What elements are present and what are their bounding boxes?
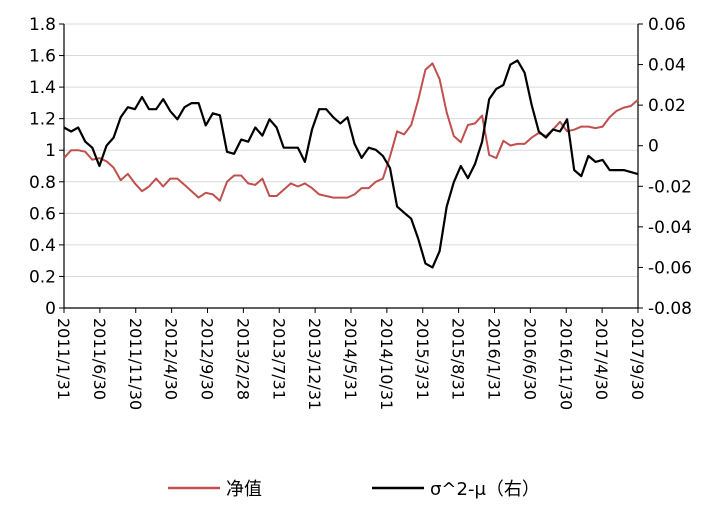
left-tick-label: 0.4 [29,236,56,256]
right-tick-label: -0.08 [648,299,692,319]
right-tick-label: -0.04 [648,218,692,238]
left-tick-label: 0.8 [29,173,56,193]
x-tick-label: 2011/11/30 [126,318,145,410]
x-tick-label: 2011/6/30 [90,318,109,400]
x-tick-label: 2014/10/31 [377,318,396,410]
x-tick-label: 2017/4/30 [592,318,611,400]
left-tick-label: 0 [45,299,56,319]
x-tick-label: 2013/7/31 [269,318,288,400]
right-tick-label: 0 [648,137,659,157]
x-tick-label: 2016/11/30 [556,318,575,410]
x-tick-label: 2016/1/31 [485,318,504,400]
x-tick-label: 2016/6/30 [520,318,539,400]
x-tick-label: 2012/4/30 [162,318,181,400]
x-tick-label: 2015/8/31 [449,318,468,400]
x-tick-label: 2017/9/30 [628,318,647,400]
legend-label-1: 净值 [226,479,262,500]
right-tick-label: 0.02 [648,96,686,116]
right-tick-label: 0.04 [648,56,686,76]
left-tick-label: 1 [45,141,56,161]
left-tick-label: 1.8 [29,15,56,35]
legend-label-2: σ^2-μ（右） [430,479,540,500]
x-tick-label: 2014/5/31 [341,318,360,400]
left-tick-label: 0.2 [29,267,56,287]
left-tick-label: 1.4 [29,78,56,98]
series-line-2 [63,59,639,269]
x-tick-label: 2013/2/28 [233,318,252,400]
right-tick-label: -0.06 [648,258,692,278]
x-tick-label: 2013/12/31 [305,318,324,410]
left-tick-label: 1.6 [29,47,56,67]
x-tick-label: 2015/3/31 [413,318,432,400]
left-tick-label: 1.2 [29,110,56,130]
x-tick-label: 2011/1/31 [54,318,73,400]
right-tick-label: 0.06 [648,15,686,35]
left-tick-label: 0.6 [29,204,56,224]
x-tick-label: 2012/9/30 [198,318,217,400]
right-tick-label: -0.02 [648,177,692,197]
